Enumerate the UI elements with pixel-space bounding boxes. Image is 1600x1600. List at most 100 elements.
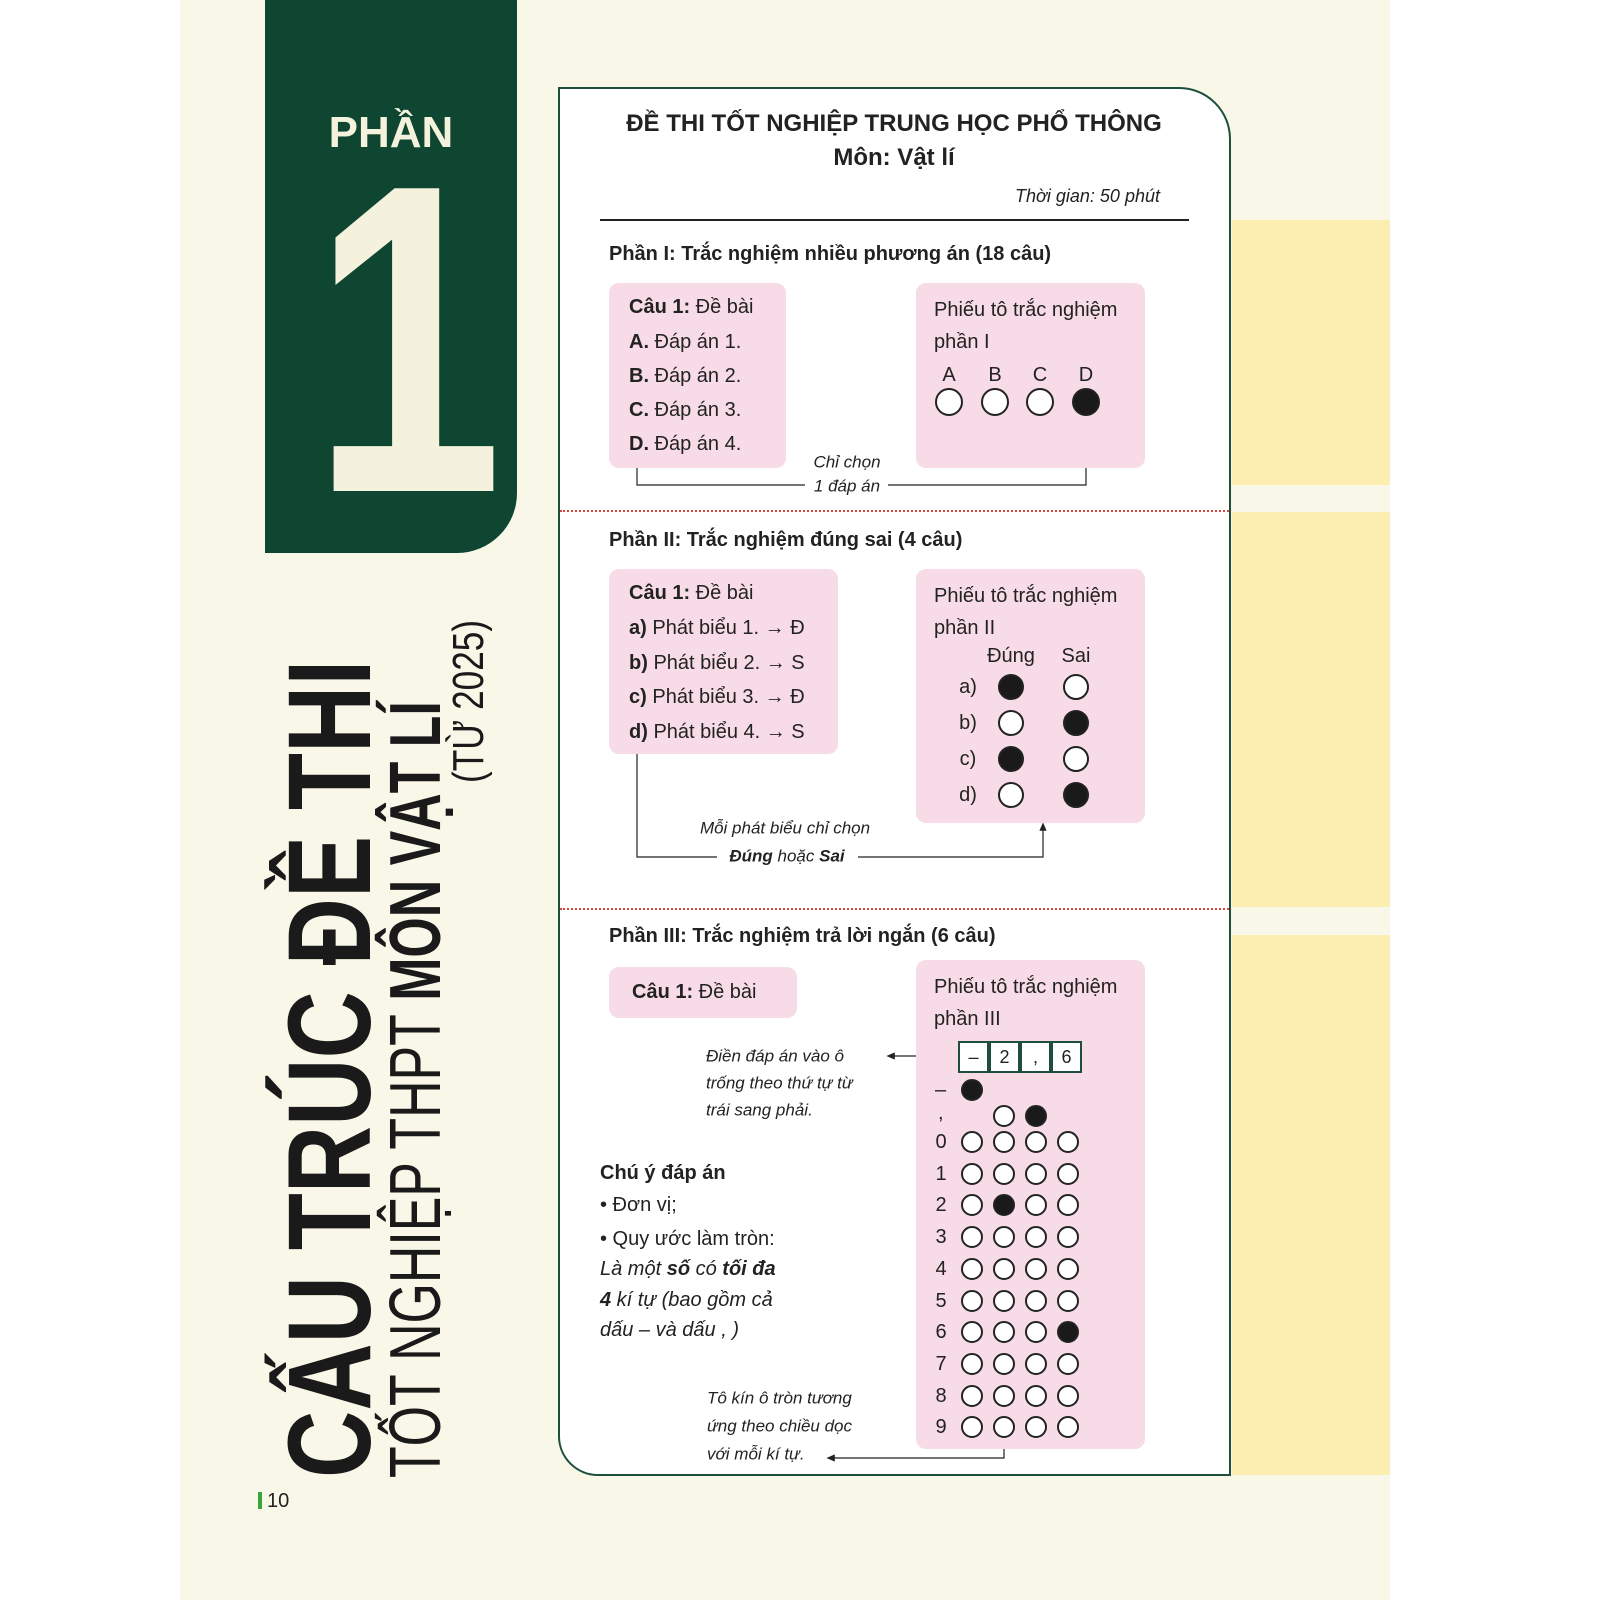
digit-label: 8 [935, 1384, 947, 1407]
answer-option: B. Đáp án 2. [629, 366, 741, 386]
empty-bubble [1025, 1384, 1047, 1407]
notice-unit: • Đơn vị; [600, 1194, 677, 1216]
answer-cell: , [1020, 1041, 1051, 1073]
empty-bubble [1025, 1416, 1047, 1439]
statement-text: Phát biểu 1. → Đ [646, 617, 805, 639]
statement: d) Phát biểu 4. → S [629, 722, 805, 742]
empty-bubble [993, 1321, 1015, 1344]
empty-bubble [961, 1131, 983, 1153]
digit-label: 5 [935, 1289, 947, 1312]
part2-question: Câu 1: Đề bài [629, 583, 754, 603]
digit-label: 4 [935, 1257, 947, 1280]
t: kí tự (bao gồm cả [611, 1289, 773, 1311]
digit-label: 7 [935, 1352, 947, 1375]
t: tối đa [722, 1258, 776, 1280]
row-label: c) [959, 748, 977, 770]
digit-label: 3 [935, 1226, 947, 1249]
empty-bubble [935, 388, 963, 416]
bubble-letter: C [1032, 364, 1048, 386]
part2-note-line1: Mỗi phát biểu chỉ chọn [699, 818, 871, 838]
empty-bubble [1057, 1194, 1079, 1217]
option-text: Đáp án 1. [649, 331, 742, 353]
part-banner [265, 0, 517, 553]
statement: c) Phát biểu 3. → Đ [629, 687, 805, 707]
comma-bubble [1025, 1105, 1047, 1127]
digit-label: 9 [935, 1416, 947, 1439]
empty-bubble [993, 1289, 1015, 1312]
statement-text: Phát biểu 4. → S [647, 720, 805, 743]
empty-bubble [1057, 1416, 1079, 1439]
header-rule [600, 219, 1189, 221]
statement-text: Phát biểu 2. → S [647, 651, 805, 674]
section-divider [560, 510, 1229, 512]
empty-bubble [1057, 1257, 1079, 1280]
statement-key: b) [629, 651, 648, 674]
row-label: d) [959, 784, 977, 806]
t: 4 [600, 1289, 612, 1311]
exam-subject: Môn: Vật lí [833, 144, 955, 171]
part2-heading: Phần II: Trắc nghiệm đúng sai (4 câu) [609, 529, 963, 551]
row-label: b) [959, 712, 977, 734]
empty-bubble [961, 1321, 983, 1344]
empty-bubble [1025, 1257, 1047, 1280]
question-text: Đề bài [693, 981, 757, 1003]
true-bubble [998, 710, 1024, 736]
column-note-line: ứng theo chiều dọc [707, 1416, 852, 1436]
statement-key: d) [629, 720, 648, 743]
statement: b) Phát biểu 2. → S [629, 653, 805, 673]
true-bubble [998, 674, 1024, 700]
fill-note-line: trống theo thứ tự từ [706, 1073, 853, 1093]
digit-label: 2 [935, 1194, 947, 1217]
empty-bubble [1026, 388, 1054, 416]
exam-title: ĐỀ THI TỐT NGHIỆP TRUNG HỌC PHỔ THÔNG [626, 110, 1162, 137]
t: Là một [600, 1258, 667, 1280]
empty-bubble [993, 1384, 1015, 1407]
sheet-subtitle: phần I [934, 331, 990, 353]
empty-bubble [1057, 1162, 1079, 1185]
empty-bubble [1025, 1352, 1047, 1375]
notice-rounding: • Quy ước làm tròn: [600, 1228, 775, 1250]
part1-question: Câu 1: Đề bài [629, 297, 754, 317]
sheet-subtitle: phần II [934, 617, 996, 639]
true-bubble [998, 782, 1024, 808]
empty-bubble [961, 1289, 983, 1312]
answer-option: C. Đáp án 3. [629, 400, 741, 420]
fill-note-line: Điền đáp án vào ô [706, 1046, 844, 1066]
digit-label: 1 [935, 1162, 947, 1185]
empty-bubble [1057, 1226, 1079, 1249]
empty-bubble [1025, 1226, 1047, 1249]
part2-note-line2: Đúng hoặc Sai [725, 847, 849, 865]
part2-answer-sheet [916, 569, 1145, 823]
empty-bubble [993, 1352, 1015, 1375]
section-divider [560, 908, 1229, 910]
question-text: Đề bài [690, 582, 754, 604]
part3-question: Câu 1: Đề bài [632, 982, 757, 1002]
option-text: Đáp án 2. [649, 365, 742, 387]
answer-option: D. Đáp án 4. [629, 434, 741, 454]
question-label: Câu 1: [632, 981, 694, 1003]
filled-bubble [993, 1194, 1015, 1217]
statement: a) Phát biểu 1. → Đ [629, 618, 805, 638]
question-label: Câu 1: [629, 582, 691, 604]
page-number: 10 [267, 1490, 290, 1512]
true-bubble [998, 746, 1024, 772]
empty-bubble [961, 1162, 983, 1185]
sheet-subtitle: phần III [934, 1008, 1001, 1030]
empty-bubble [961, 1352, 983, 1375]
question-text: Đề bài [690, 296, 754, 318]
empty-bubble [993, 1416, 1015, 1439]
statement-key: c) [629, 686, 647, 708]
side-strip [1232, 220, 1390, 485]
empty-bubble [961, 1257, 983, 1280]
column-note-line: với mỗi kí tự. [707, 1444, 805, 1464]
empty-bubble [961, 1194, 983, 1217]
comma-row-label: , [938, 1102, 944, 1124]
option-key: C. [629, 399, 649, 421]
question-label: Câu 1: [629, 296, 691, 318]
answer-cell: 6 [1051, 1041, 1082, 1073]
option-key: B. [629, 365, 649, 387]
answer-cell: – [958, 1041, 989, 1073]
bubble-letter: B [988, 364, 1002, 386]
answer-option: A. Đáp án 1. [629, 332, 741, 352]
